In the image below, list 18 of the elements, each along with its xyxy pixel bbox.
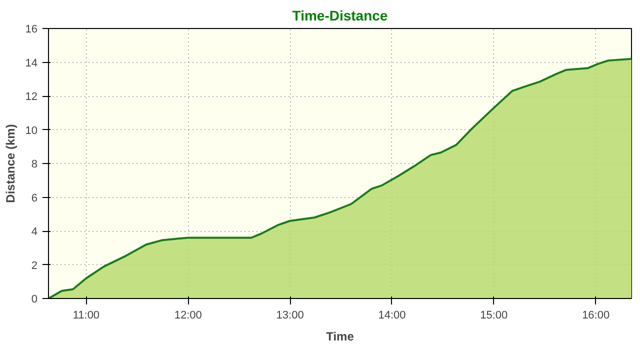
y-tick-label: 6 xyxy=(31,192,38,204)
x-tick-label: 15:00 xyxy=(480,310,508,322)
y-tick-label: 10 xyxy=(25,124,38,137)
x-tick-label: 13:00 xyxy=(276,310,304,322)
y-axis-title: Distance (km) xyxy=(3,124,18,203)
chart-title: Time-Distance xyxy=(292,8,388,24)
y-tick-label: 16 xyxy=(25,24,38,36)
x-axis-title: Time xyxy=(326,330,354,344)
y-tick-label: 0 xyxy=(31,294,38,306)
y-tick-label: 12 xyxy=(25,91,38,103)
y-tick-label: 4 xyxy=(31,226,38,238)
x-tick-label: 11:00 xyxy=(72,310,100,322)
x-tick-label: 12:00 xyxy=(174,310,202,322)
y-tick-label: 2 xyxy=(31,260,38,272)
x-tick-label: 14:00 xyxy=(378,310,406,322)
y-tick-label: 14 xyxy=(25,57,38,70)
x-tick-label: 16:00 xyxy=(582,310,610,322)
y-tick-label: 8 xyxy=(31,158,38,170)
